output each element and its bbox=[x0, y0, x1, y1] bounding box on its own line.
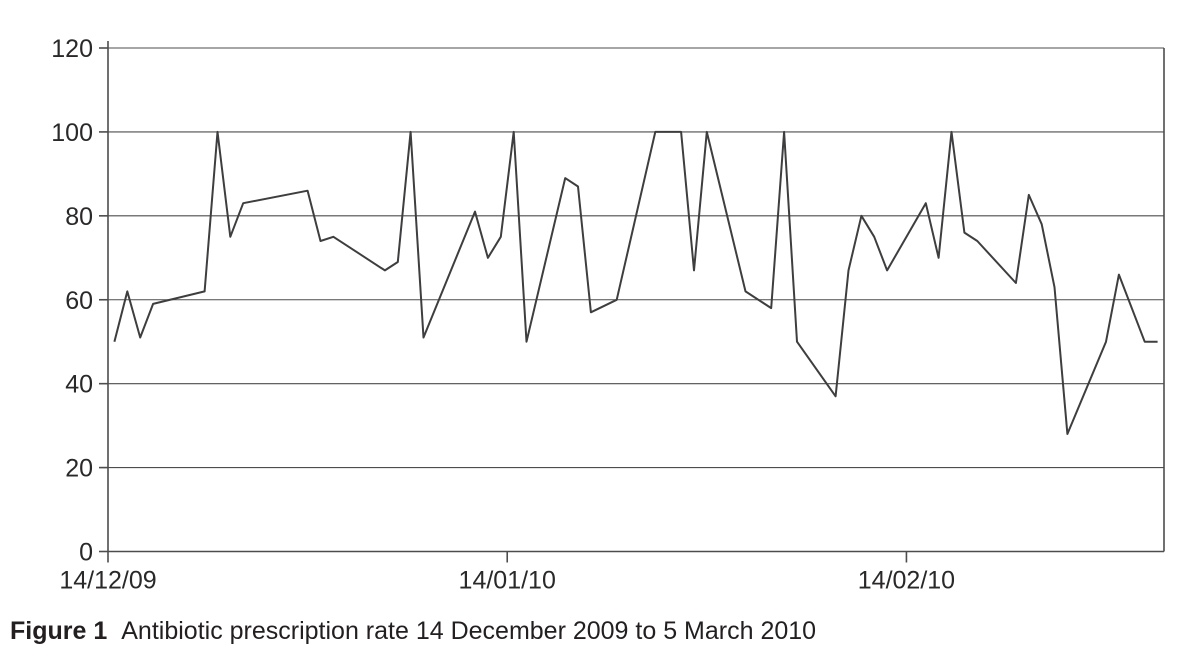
prescription-rate-line bbox=[113, 130, 1158, 435]
y-axis-label: 40 bbox=[65, 371, 93, 399]
y-axis-label: 100 bbox=[51, 119, 93, 147]
figure-caption-label: Figure 1 bbox=[10, 617, 108, 645]
y-axis-label: 0 bbox=[79, 539, 93, 567]
x-axis-label: 14/02/10 bbox=[858, 567, 955, 595]
x-axis-label: 14/12/09 bbox=[59, 567, 156, 595]
y-axis-label: 120 bbox=[51, 35, 93, 63]
y-axis-label: 20 bbox=[65, 455, 93, 483]
y-axis-label: 80 bbox=[65, 203, 93, 231]
x-axis-label: 14/01/10 bbox=[459, 567, 556, 595]
figure-caption-text: Antibiotic prescription rate 14 December… bbox=[121, 617, 817, 645]
figure-caption: Figure 1 Antibiotic prescription rate 14 … bbox=[10, 617, 816, 646]
y-axis-label: 60 bbox=[65, 287, 93, 315]
